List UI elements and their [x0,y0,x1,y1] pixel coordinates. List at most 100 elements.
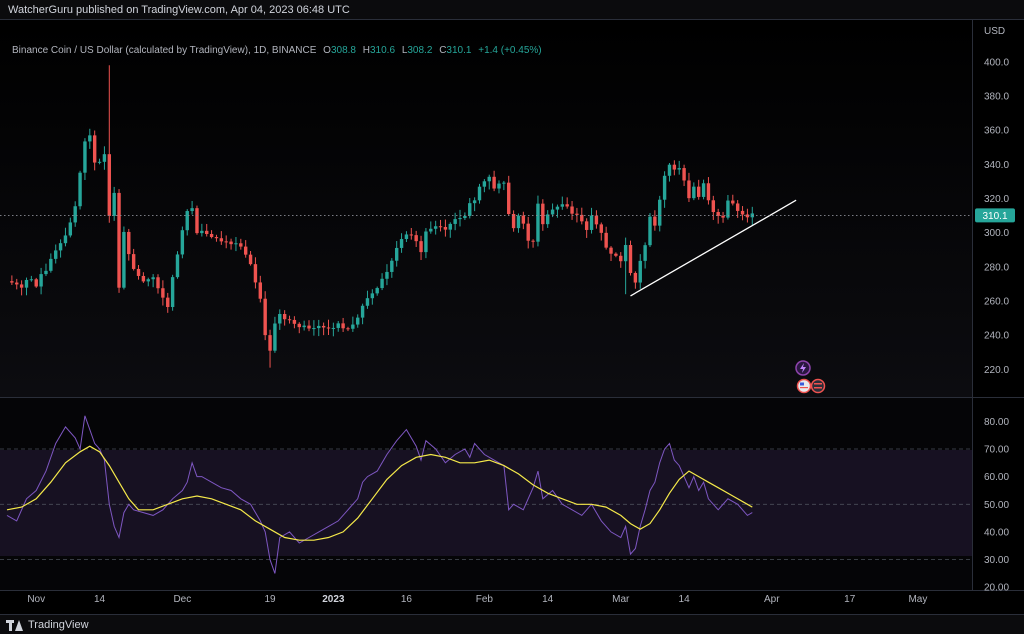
candle-body [628,245,633,273]
candle-body [273,323,277,351]
candle-body [380,278,384,289]
candle-body [49,258,53,271]
time-tick-label: 2023 [322,594,345,605]
candle-body [531,240,535,242]
candle-body [10,281,14,283]
price-tick-label: 240.0 [984,331,1009,342]
candle-body [151,277,155,280]
svg-text:310.1: 310.1 [982,211,1007,222]
publish-header: WatcherGuru published on TradingView.com… [0,0,1024,20]
candle-body [414,235,418,242]
candle-body [258,282,263,299]
candle-body [307,325,311,329]
candle-body [438,226,443,228]
event-markers[interactable] [795,360,826,394]
price-tick-label: 320.0 [984,194,1009,205]
price-tick-label: 340.0 [984,160,1009,171]
candle-body [292,319,297,324]
publish-info: WatcherGuru published on TradingView.com… [8,4,350,16]
candle-body [268,335,272,351]
candle-body [141,275,146,282]
candle-body [619,255,623,262]
candle-body [229,241,233,245]
rsi-tick-label: 50.00 [984,500,1009,511]
candle-body [54,250,58,259]
symbol-title: Binance Coin / US Dollar (calculated by … [12,45,317,56]
candle-body [672,164,677,170]
candle-body [219,238,224,242]
open-label: O [323,45,331,56]
candle-body [433,226,438,229]
candle-body [205,230,209,235]
change-value: +1.4 (+0.45%) [478,45,542,56]
tradingview-logo[interactable]: TradingView [6,618,89,632]
time-tick-label: 19 [264,594,276,605]
candle-body [209,234,214,238]
candle-body [58,243,63,251]
rsi-tick-label: 20.00 [984,583,1009,594]
candle-body [526,223,530,241]
candle-body [83,141,87,173]
time-axis[interactable]: Nov 14 Dec 19 2023 16 Feb 14 Mar 14 Apr 17 May [27,594,927,605]
candle-body [731,200,735,204]
rsi-tick-label: 30.00 [984,555,1009,566]
candle-body [360,305,365,318]
flag-canton [800,382,804,386]
candle-body [463,215,467,219]
candle-body [282,314,287,320]
time-tick-label: 14 [542,594,554,605]
candle-body [497,183,501,189]
candle-body [39,274,43,287]
candle-body [575,213,579,215]
rsi-line [6,415,753,574]
candle-body [565,204,569,207]
candle-body [667,164,672,176]
chart-area[interactable]: USD 400.0 380.0 360.0 340.0 320.0 300.0 280.0 2… [0,20,1024,614]
candle-body [107,154,111,216]
candle-body [243,246,248,255]
price-pane-bg [0,20,972,397]
candle-body [472,200,477,204]
candle-body [584,221,589,230]
candle-body [614,253,618,256]
time-tick-label: Apr [764,594,780,605]
candle-body [580,214,584,222]
price-tick-label: 220.0 [984,365,1009,376]
trend-line[interactable] [630,199,797,297]
candle-body [716,212,720,216]
tradingview-logo-icon [6,619,24,631]
candle-body [516,215,521,229]
candle-body [429,228,433,232]
us-flag-icon-2[interactable] [810,378,826,394]
candle-body [253,264,258,283]
us-flag-icon[interactable] [796,378,812,394]
high-value: 310.6 [370,45,396,56]
candle-body [536,203,540,242]
candle-body [658,199,662,226]
candle-body [312,328,316,330]
flag-stripe [814,387,822,389]
candle-body [200,230,204,234]
candle-body [170,277,175,308]
candle-body [424,231,428,253]
chart-svg[interactable]: USD 400.0 380.0 360.0 340.0 320.0 300.0 280.0 2… [0,20,1024,614]
candle-body [545,214,550,225]
open-value: 308.8 [330,45,356,56]
time-tick-label: 14 [679,594,691,605]
candle-body [477,186,482,201]
low-value: 308.2 [407,45,433,56]
rsi-axis[interactable]: 80.00 70.00 60.00 50.00 40.00 30.00 20.00 [984,417,1009,594]
rsi-bands [0,448,972,560]
symbol-legend[interactable]: Binance Coin / US Dollar (calculated by … [12,45,542,56]
time-tick-label: Mar [612,594,630,605]
candle-body [24,279,29,288]
candle-body [687,180,691,199]
candle-body [711,200,716,213]
candle-body [73,206,77,223]
candle-body [239,243,243,247]
candle-body [745,214,750,218]
candle-body [604,232,608,248]
candle-body [390,260,394,272]
time-tick-label: May [908,594,927,605]
price-axis[interactable]: 400.0 380.0 360.0 340.0 320.0 300.0 280.0 260.0… [984,57,1009,376]
